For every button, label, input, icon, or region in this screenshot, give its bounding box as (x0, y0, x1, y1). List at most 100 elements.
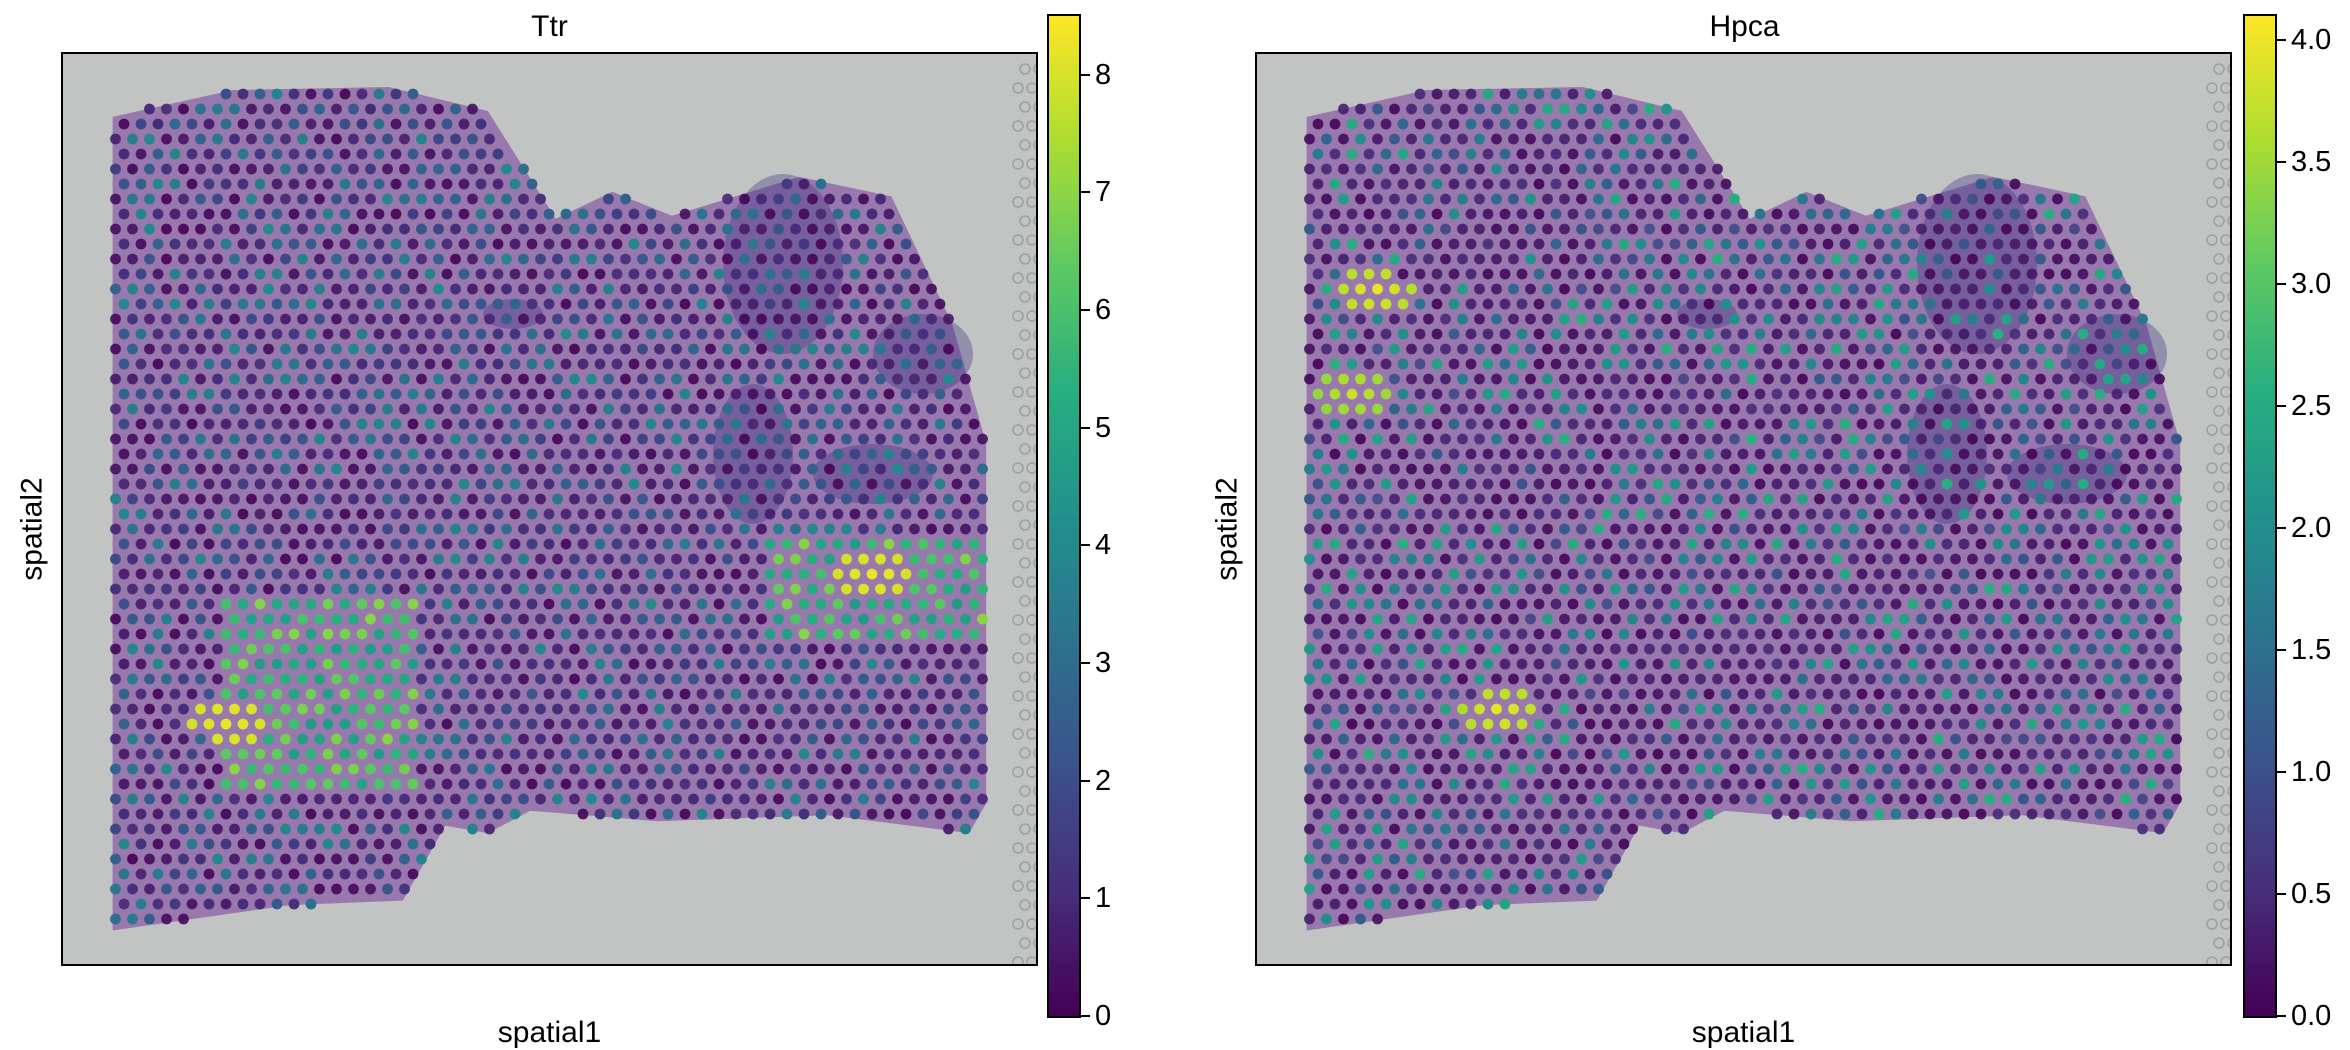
spot (246, 584, 257, 595)
spot (1644, 104, 1655, 115)
spot (1670, 269, 1681, 280)
fiducial-spot (1020, 444, 1030, 454)
spot (943, 404, 954, 415)
spot (280, 434, 291, 445)
spot (1704, 239, 1715, 250)
spot (629, 269, 640, 280)
spot (323, 839, 334, 850)
spot (960, 824, 971, 835)
spot (1398, 689, 1409, 700)
spot (731, 779, 742, 790)
spot (1313, 839, 1324, 850)
spot (1721, 269, 1732, 280)
spot (255, 209, 266, 220)
spot (1933, 254, 1944, 265)
spot (1398, 269, 1409, 280)
spot (756, 704, 767, 715)
spot (1942, 209, 1953, 220)
spot (323, 719, 334, 730)
spot (1364, 839, 1375, 850)
spot (1908, 689, 1919, 700)
spot (2103, 644, 2114, 655)
spot (1916, 794, 1927, 805)
spot (501, 434, 512, 445)
spot (969, 719, 980, 730)
spot (1440, 764, 1451, 775)
spot (2069, 554, 2080, 565)
spot (850, 239, 861, 250)
spot (2078, 449, 2089, 460)
spot (2137, 434, 2148, 445)
spot (748, 359, 759, 370)
spot (952, 659, 963, 670)
spot (2078, 569, 2089, 580)
spot (297, 854, 308, 865)
spot (663, 599, 674, 610)
spot (484, 554, 495, 565)
spot (926, 344, 937, 355)
spot (1491, 404, 1502, 415)
spot (408, 809, 419, 820)
spot (935, 659, 946, 670)
spot (289, 299, 300, 310)
spot (314, 584, 325, 595)
spot (739, 194, 750, 205)
spot (1372, 254, 1383, 265)
spot (374, 749, 385, 760)
spot (544, 419, 555, 430)
spot (1653, 389, 1664, 400)
spot (1967, 644, 1978, 655)
spot (1746, 404, 1757, 415)
spot (331, 434, 342, 445)
spot (620, 764, 631, 775)
spot (1508, 734, 1519, 745)
spot (1330, 119, 1341, 130)
spot (909, 344, 920, 355)
spot (1551, 689, 1562, 700)
spot (1610, 164, 1621, 175)
fiducial-spot (1034, 634, 1038, 644)
spot (1993, 509, 2004, 520)
spot (1491, 734, 1502, 745)
spot (646, 779, 657, 790)
spot (280, 854, 291, 865)
spot (807, 494, 818, 505)
spot (1415, 869, 1426, 880)
spot (323, 329, 334, 340)
spot (714, 329, 725, 340)
spot (1474, 434, 1485, 445)
spot (1772, 629, 1783, 640)
spot (221, 869, 232, 880)
spot (323, 569, 334, 580)
spot (1976, 479, 1987, 490)
spot (348, 794, 359, 805)
spot (1355, 644, 1366, 655)
spot (442, 599, 453, 610)
spot (867, 629, 878, 640)
spot (1321, 644, 1332, 655)
fiducial-spot (1027, 539, 1037, 549)
spot (119, 599, 130, 610)
spot (2001, 404, 2012, 415)
spot (578, 569, 589, 580)
spot (340, 599, 351, 610)
spot (1559, 224, 1570, 235)
spot (714, 389, 725, 400)
spot (2163, 599, 2174, 610)
spot (433, 314, 444, 325)
spot (144, 524, 155, 535)
spot (1925, 389, 1936, 400)
spot (1398, 569, 1409, 580)
spot (884, 269, 895, 280)
spot (1551, 179, 1562, 190)
spot (918, 479, 929, 490)
spot (1517, 89, 1528, 100)
spot (765, 299, 776, 310)
spot (518, 434, 529, 445)
spot (153, 749, 164, 760)
spot (926, 704, 937, 715)
spot (1950, 464, 1961, 475)
spot (790, 374, 801, 385)
spot (1449, 389, 1460, 400)
spot (1780, 614, 1791, 625)
